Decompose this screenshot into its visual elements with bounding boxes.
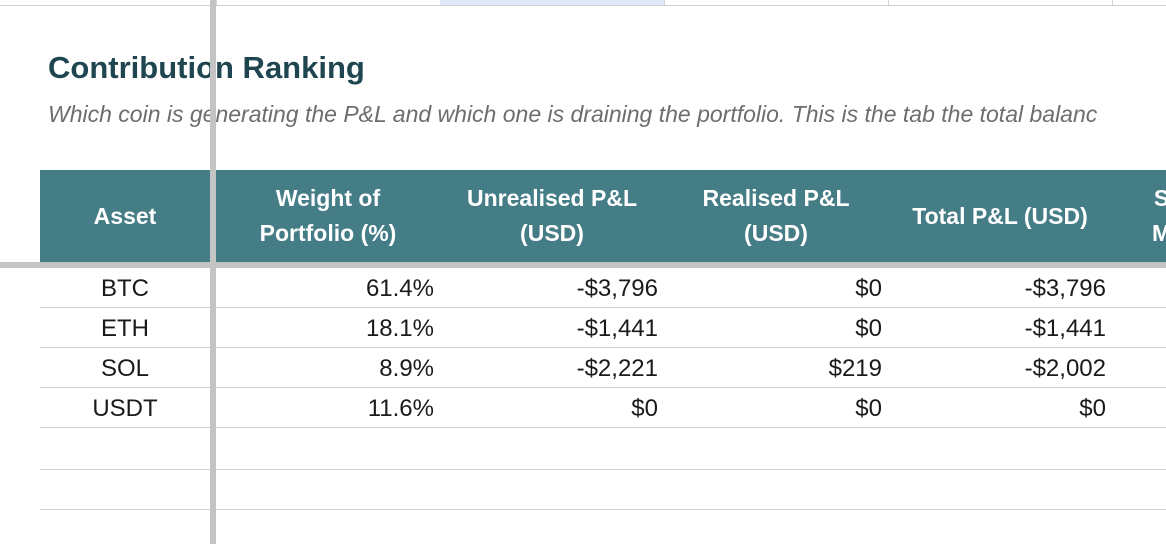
cell-weight[interactable]: 11.6% (367, 395, 434, 422)
cell-realised[interactable]: $0 (855, 315, 882, 342)
header-clipped-line1: S (1153, 185, 1166, 211)
top-cell-selected[interactable] (440, 0, 665, 5)
cell-unrealised[interactable]: -$2,221 (576, 355, 658, 382)
freeze-pane-vertical-divider[interactable] (210, 0, 216, 544)
header-unrealised-line1: Unrealised P&L (467, 185, 637, 211)
header-total-label: Total P&L (USD) (912, 202, 1088, 229)
cell-asset[interactable]: USDT (92, 395, 158, 422)
cell-unrealised[interactable]: $0 (631, 395, 658, 422)
header-unrealised-line2: (USD) (520, 220, 584, 246)
previous-row-strip (0, 0, 1166, 6)
cell-weight[interactable]: 61.4% (365, 275, 434, 302)
header-asset[interactable]: Asset (40, 170, 210, 262)
cell-asset[interactable]: ETH (101, 315, 149, 342)
header-total[interactable]: Total P&L (USD) (888, 170, 1112, 262)
freeze-pane-horizontal-divider[interactable] (0, 262, 1166, 268)
table-row[interactable]: ETH 18.1% -$1,441 $0 -$1,441 (40, 308, 1166, 348)
cell-asset[interactable]: BTC (101, 275, 149, 302)
header-weight[interactable]: Weight of Portfolio (%) (216, 170, 440, 262)
table-row[interactable]: BTC 61.4% -$3,796 $0 -$3,796 (40, 268, 1166, 308)
cell-realised[interactable]: $219 (828, 355, 882, 382)
cell-total[interactable]: -$2,002 (1024, 355, 1106, 382)
cell-unrealised[interactable]: -$1,441 (576, 315, 658, 342)
cell-total[interactable]: -$1,441 (1024, 315, 1106, 342)
header-realised[interactable]: Realised P&L (USD) (664, 170, 888, 262)
cell-realised[interactable]: $0 (855, 395, 882, 422)
sheet-subtitle[interactable]: Which coin is generating the P&L and whi… (48, 101, 1098, 127)
table-row[interactable]: USDT 11.6% $0 $0 $0 (40, 388, 1166, 428)
header-clipped[interactable]: S M (1112, 170, 1166, 262)
header-realised-line1: Realised P&L (702, 185, 850, 211)
cell-weight[interactable]: 8.9% (379, 355, 434, 382)
table-row[interactable]: SOL 8.9% -$2,221 $219 -$2,002 (40, 348, 1166, 388)
top-cell[interactable] (216, 0, 441, 5)
cell-realised[interactable]: $0 (855, 275, 882, 302)
cell-unrealised[interactable]: -$3,796 (576, 275, 658, 302)
table-header-row: Asset Weight of Portfolio (%) Unrealised… (40, 170, 1166, 262)
top-cell[interactable] (888, 0, 1113, 5)
cell-total[interactable]: $0 (1079, 395, 1106, 422)
top-cell[interactable] (0, 0, 217, 5)
cell-total[interactable]: -$3,796 (1024, 275, 1106, 302)
header-clipped-line2: M (1152, 220, 1166, 246)
header-weight-line2: Portfolio (%) (259, 220, 397, 246)
empty-row[interactable] (40, 430, 1166, 470)
header-realised-line2: (USD) (744, 220, 808, 246)
header-unrealised[interactable]: Unrealised P&L (USD) (440, 170, 664, 262)
cell-asset[interactable]: SOL (100, 355, 150, 382)
empty-row[interactable] (40, 470, 1166, 510)
header-asset-label: Asset (93, 202, 157, 229)
sheet-title[interactable]: Contribution Ranking (48, 50, 365, 85)
header-weight-line1: Weight of (275, 185, 381, 211)
cell-weight[interactable]: 18.1% (365, 315, 434, 342)
top-cell[interactable] (664, 0, 889, 5)
